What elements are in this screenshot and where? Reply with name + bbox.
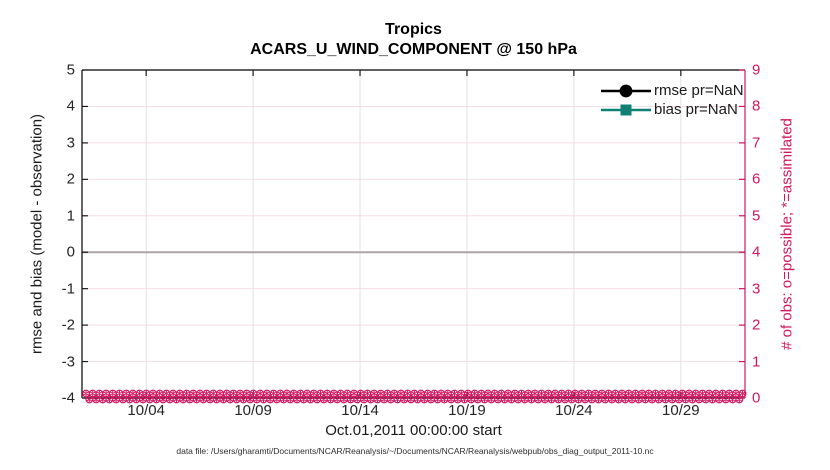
legend-item-rmse: rmse pr=NaN <box>601 81 744 100</box>
obs-possible-circle-markers <box>82 389 747 404</box>
legend-item-bias: bias pr=NaN <box>601 100 742 119</box>
footer-datafile: data file: /Users/gharamti/Documents/NCA… <box>176 446 654 456</box>
rmse-line-circle-marker-icon <box>601 84 651 97</box>
plot-canvas <box>81 69 747 404</box>
y-tick-label-right: 7 <box>752 134 761 152</box>
y-tick-label-left: 3 <box>66 134 75 152</box>
x-axis-label: Oct.01,2011 00:00:00 start <box>325 422 502 439</box>
y-tick-label-left: 0 <box>66 243 75 261</box>
y-tick-label-right: 3 <box>752 280 761 298</box>
y-axis-label-left: rmse and bias (model - observation) <box>28 113 46 355</box>
y-tick-label-left: 5 <box>66 61 75 79</box>
legend: rmse pr=NaN bias pr=NaN <box>601 81 744 119</box>
legend-label-bias: bias pr=NaN <box>654 101 738 118</box>
y-axis-label-right: # of obs: o=possible; *=assimilated <box>778 118 796 350</box>
x-tick-label: 10/24 <box>555 402 593 419</box>
y-tick-label-right: 1 <box>752 353 761 371</box>
y-tick-label-left: -4 <box>61 389 75 407</box>
y-tick-label-left: -3 <box>61 353 75 371</box>
y-tick-label-left: 4 <box>66 97 75 115</box>
y-tick-label-left: -1 <box>61 280 75 298</box>
x-tick-label: 10/19 <box>448 402 486 419</box>
y-tick-label-right: 4 <box>752 243 761 261</box>
y-tick-label-right: 2 <box>752 316 761 334</box>
y-tick-label-left: 1 <box>66 207 75 225</box>
y-tick-label-right: 8 <box>752 97 761 115</box>
chart-subtitle: ACARS_U_WIND_COMPONENT @ 150 hPa <box>250 41 577 58</box>
y-tick-label-right: 6 <box>752 170 761 188</box>
y-tick-label-right: 9 <box>752 61 761 79</box>
y-tick-label-right: 5 <box>752 207 761 225</box>
y-tick-label-left: 2 <box>66 170 75 188</box>
obs-assimilated-asterisk-markers <box>83 390 746 403</box>
legend-label-rmse: rmse pr=NaN <box>654 82 744 99</box>
bias-line-square-marker-icon <box>601 104 651 115</box>
y-tick-label-right: 0 <box>752 389 761 407</box>
x-tick-label: 10/14 <box>341 402 379 419</box>
chart-title: Tropics <box>385 21 442 38</box>
x-tick-label: 10/09 <box>234 402 272 419</box>
plot-area: rmse pr=NaN bias pr=NaN <box>81 69 747 404</box>
y-tick-label-left: -2 <box>61 316 75 334</box>
x-tick-label: 10/04 <box>127 402 165 419</box>
x-tick-label: 10/29 <box>662 402 700 419</box>
